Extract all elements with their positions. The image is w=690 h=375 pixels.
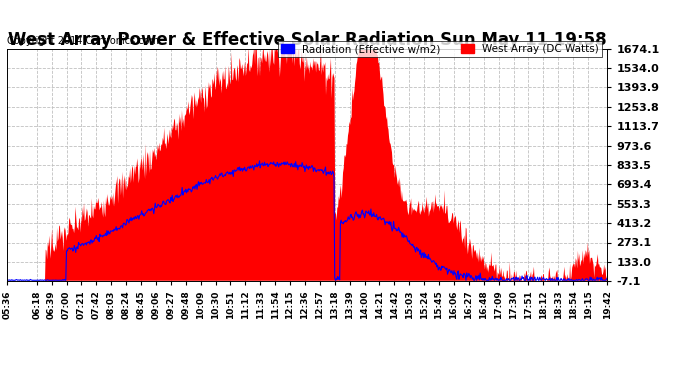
Legend: Radiation (Effective w/m2), West Array (DC Watts): Radiation (Effective w/m2), West Array (…	[278, 41, 602, 57]
Text: Copyright 2014 Cartronics.com: Copyright 2014 Cartronics.com	[7, 36, 159, 46]
Title: West Array Power & Effective Solar Radiation Sun May 11 19:58: West Array Power & Effective Solar Radia…	[8, 31, 607, 49]
